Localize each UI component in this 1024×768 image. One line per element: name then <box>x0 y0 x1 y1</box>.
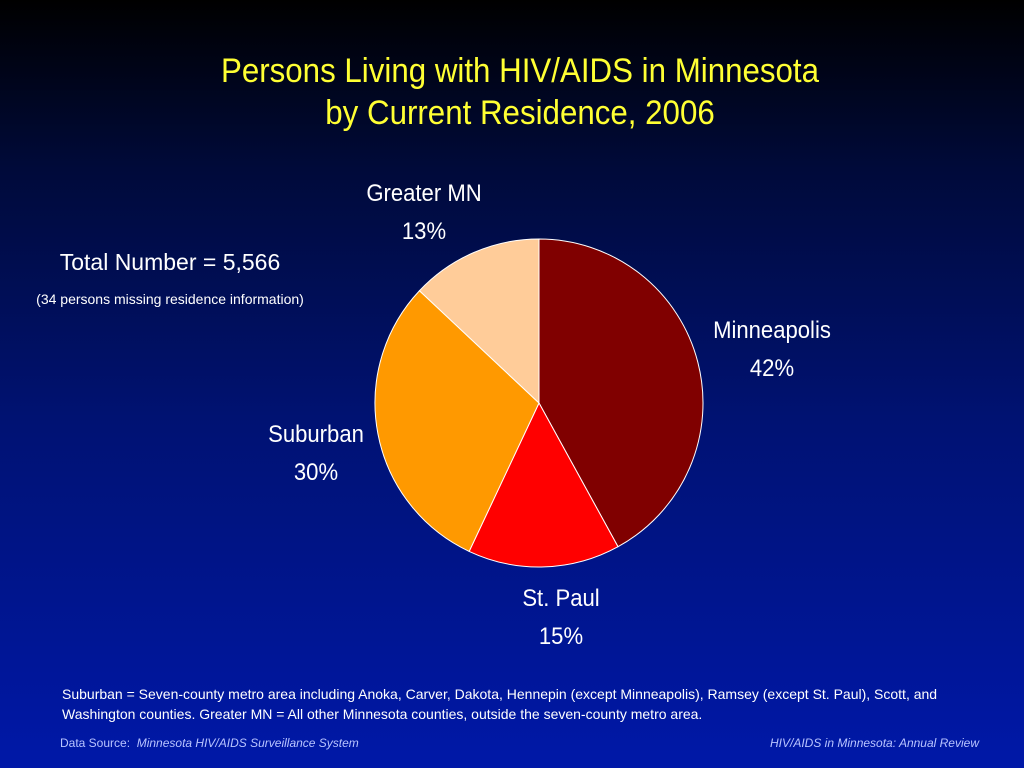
slice-percent: 30% <box>293 459 339 486</box>
data-source: Data Source: Minnesota HIV/AIDS Surveill… <box>60 736 359 750</box>
slice-name: Minneapolis <box>713 317 831 344</box>
slice-label-st-paul: St. Paul 15% <box>460 580 662 656</box>
pie-slice-minneapolis <box>538 238 704 548</box>
slice-name: Suburban <box>268 421 364 448</box>
missing-info-annotation: (34 persons missing residence informatio… <box>36 291 304 307</box>
data-source-prefix: Data Source: <box>60 736 131 750</box>
total-number-annotation: Total Number = 5,566 <box>59 249 281 275</box>
chart-title: Persons Living with HIV/AIDS in Minnesot… <box>220 52 820 90</box>
slice-percent: 15% <box>538 623 584 650</box>
footnote: Suburban = Seven-county metro area inclu… <box>62 686 938 722</box>
slice-percent: 13% <box>401 218 447 245</box>
slice-label-greater-mn: Greater MN 13% <box>323 175 525 251</box>
pie-slice-st-paul <box>468 401 619 568</box>
slice-percent: 42% <box>749 355 795 382</box>
pie-slice-suburban <box>374 290 540 553</box>
slice-name: St. Paul <box>522 585 600 612</box>
slice-label-minneapolis: Minneapolis 42% <box>671 312 873 388</box>
data-source-name: Minnesota HIV/AIDS Surveillance System <box>136 736 359 750</box>
report-title: HIV/AIDS in Minnesota: Annual Review <box>770 736 979 750</box>
slice-label-suburban: Suburban 30% <box>215 416 417 492</box>
slice-name: Greater MN <box>366 180 482 207</box>
chart-title-block: Persons Living with HIV/AIDS in Minnesot… <box>42 50 999 134</box>
chart-subtitle: by Current Residence, 2006 <box>325 94 715 132</box>
pie-slice-greater-mn <box>418 238 540 405</box>
